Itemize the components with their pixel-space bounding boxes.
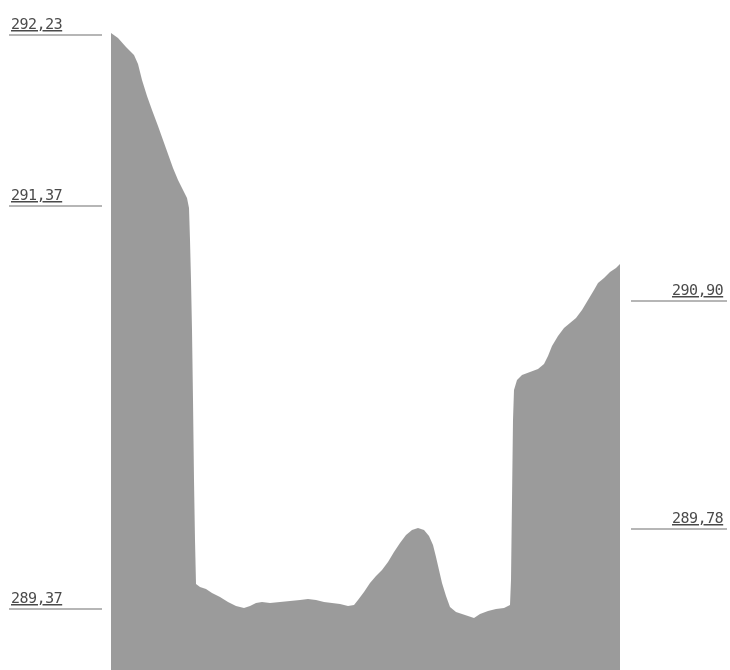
elevation-label: 292,23 bbox=[11, 15, 62, 33]
elevation-label: 290,90 bbox=[672, 281, 724, 299]
elevation-label: 291,37 bbox=[11, 186, 62, 204]
elevation-label: 289,37 bbox=[11, 589, 62, 607]
terrain-profile-area bbox=[111, 33, 620, 670]
elevation-label-group-bottom-left: 289,37 bbox=[9, 589, 102, 610]
elevation-label-group-top-right: 290,90 bbox=[631, 281, 727, 302]
elevation-label-group-mid-left: 291,37 bbox=[9, 186, 102, 207]
elevation-label-group-top-left: 292,23 bbox=[9, 15, 102, 36]
elevation-label: 289,78 bbox=[672, 509, 724, 527]
elevation-label-group-bottom-right: 289,78 bbox=[631, 509, 727, 530]
